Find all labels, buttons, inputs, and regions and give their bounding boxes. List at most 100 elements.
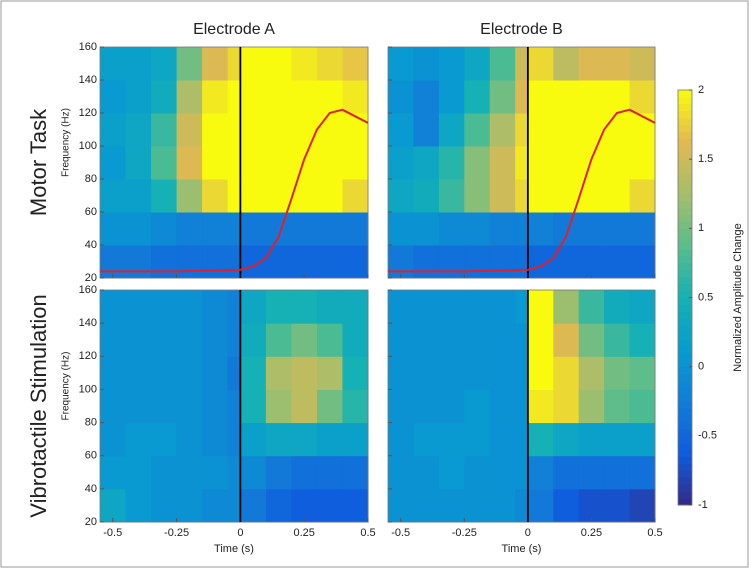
plot-frame — [99, 289, 369, 523]
heatmap-cell — [629, 422, 656, 457]
heatmap-cell — [388, 290, 414, 324]
heatmap-cell — [240, 47, 267, 81]
heatmap-cell — [388, 422, 414, 457]
heatmap-cell — [176, 323, 203, 357]
heatmap-cell — [515, 488, 529, 523]
heatmap-cell — [413, 245, 440, 279]
colorbar-swatch — [678, 470, 692, 478]
heatmap-cell — [553, 488, 580, 523]
heatmap-cell — [388, 146, 414, 180]
heatmap-cell — [316, 323, 343, 357]
heatmap-cell — [176, 488, 203, 523]
heatmap-cell — [578, 113, 605, 147]
heatmap-cell — [100, 389, 127, 424]
heatmap-cell — [438, 113, 465, 147]
heatmap-cell — [578, 146, 605, 180]
heatmap-cell — [202, 113, 229, 147]
heatmap-cell — [202, 389, 229, 424]
heatmap-cell — [527, 389, 554, 424]
heatmap-cell — [413, 455, 440, 490]
heatmap-cell — [604, 488, 631, 523]
heatmap-cell — [100, 356, 127, 390]
heatmap-cell — [227, 422, 241, 457]
heatmap-cell — [291, 245, 318, 279]
heatmap-cell — [316, 146, 343, 180]
heatmap-cell — [342, 47, 369, 81]
heatmap-cell — [316, 113, 343, 147]
heatmap-cell — [151, 146, 178, 180]
colorbar-swatch — [678, 173, 692, 181]
heatmap-cell — [464, 488, 491, 523]
heatmap-cell — [464, 47, 491, 81]
colorbar-swatch — [678, 456, 692, 464]
colorbar-swatch — [678, 332, 692, 340]
heatmap-cell — [176, 212, 203, 246]
colorbar-swatch — [678, 484, 692, 492]
colorbar-swatch — [678, 380, 692, 388]
colorbar-swatch — [678, 269, 692, 278]
colorbar-swatch — [678, 131, 692, 139]
colorbar-swatch — [678, 401, 692, 409]
heatmap-cell — [604, 290, 631, 324]
heatmap-cell — [342, 245, 369, 279]
heatmap-cell — [316, 179, 343, 213]
heatmap-cell — [100, 422, 127, 457]
heatmap-cell — [100, 212, 127, 246]
heatmap-cell — [100, 113, 127, 147]
heatmap-cell — [227, 455, 241, 490]
heatmap-cell — [629, 179, 656, 213]
heatmap-cell — [388, 455, 414, 490]
heatmap-cell — [438, 146, 465, 180]
heatmap-cell — [464, 455, 491, 490]
colorbar-tick-label: 0 — [698, 361, 704, 373]
x-tick-label: -0.25 — [452, 527, 477, 539]
heatmap-cell — [291, 80, 318, 114]
heatmap-cell — [604, 323, 631, 357]
plot-frame — [99, 46, 369, 279]
heatmap-cell — [316, 356, 343, 390]
heatmap-cell — [176, 146, 203, 180]
plot-frame — [387, 46, 656, 279]
heatmap-cell — [527, 455, 554, 490]
heatmap-cell — [604, 113, 631, 147]
heatmap-cell — [100, 488, 127, 523]
colorbar-swatch — [678, 345, 692, 354]
heatmap-cell — [265, 389, 292, 424]
heatmap-cell — [125, 47, 152, 81]
heatmap-cell — [202, 488, 229, 523]
heatmap-cell — [438, 455, 465, 490]
heatmap-cell — [240, 422, 267, 457]
heatmap-cell — [125, 113, 152, 147]
heatmap-cell — [489, 245, 516, 279]
heatmap-cell — [578, 488, 605, 523]
heatmap-cell — [316, 245, 343, 279]
heatmap-cell — [291, 488, 318, 523]
heatmap-cell — [227, 146, 241, 180]
heatmap-cell — [100, 245, 127, 279]
y-tick-label: 40 — [85, 239, 97, 251]
heatmap-cell — [413, 323, 440, 357]
colorbar-swatch — [678, 179, 692, 188]
heatmap-cell — [527, 212, 554, 246]
x-tick-label: -0.5 — [391, 527, 410, 539]
heatmap-cell — [527, 146, 554, 180]
heatmap-cell — [240, 245, 267, 279]
heatmap-cell — [125, 212, 152, 246]
heatmap-cell — [202, 455, 229, 490]
heatmap-cell — [515, 212, 529, 246]
heatmap-cell — [413, 356, 440, 390]
heatmap-cell — [388, 113, 414, 147]
heatmap-cell — [125, 146, 152, 180]
heatmap-cell — [265, 323, 292, 357]
heatmap-cell — [464, 389, 491, 424]
heatmap-cell — [578, 290, 605, 324]
heatmap-cell — [265, 488, 292, 523]
colorbar-swatch — [678, 318, 692, 326]
heatmap-cell — [291, 422, 318, 457]
heatmap-cell — [202, 179, 229, 213]
heatmap-cell — [227, 47, 241, 81]
heatmap-cell — [176, 47, 203, 81]
heatmap-cell — [342, 146, 369, 180]
heatmap-cell — [527, 113, 554, 147]
colorbar-swatch — [678, 276, 692, 285]
